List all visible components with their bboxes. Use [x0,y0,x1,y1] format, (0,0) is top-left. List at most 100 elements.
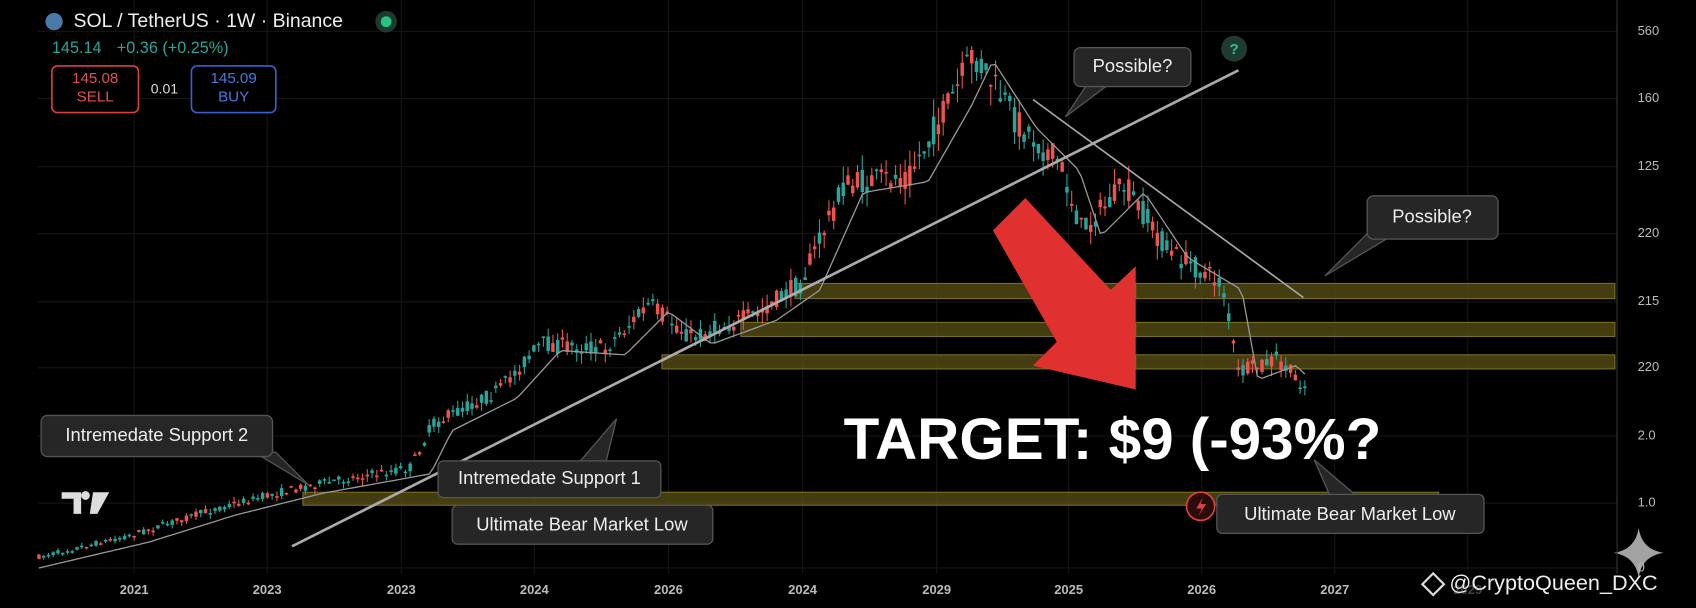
candle [75,547,79,550]
candle [627,325,631,328]
candle [1112,184,1117,201]
candle [1079,217,1083,220]
x-axis-label: 2023 [253,582,282,597]
candle [441,421,446,423]
candle [370,470,374,474]
sparkle [1613,527,1664,578]
question-badge [1221,35,1248,62]
candle [693,337,698,341]
candle [456,408,460,416]
candle [170,520,174,525]
candle [70,551,74,553]
candle [337,476,341,480]
candle [246,502,251,505]
candle [227,503,232,508]
candle [413,454,417,456]
candle [870,175,874,187]
candle [965,54,969,57]
candle [603,349,608,354]
candle [898,178,903,188]
candle [541,336,546,339]
candle [1279,361,1283,371]
candle [241,498,246,503]
buy-button[interactable] [190,65,277,114]
callout-text: Ultimate Bear Market Low [476,514,688,535]
candle [80,545,84,548]
x-axis-label: 2029 [1453,582,1482,597]
candle [784,289,788,299]
candle [179,520,184,523]
candle [803,277,807,281]
candle [1265,359,1269,366]
candle [1093,221,1098,227]
candle [1298,387,1302,390]
candle [836,187,841,202]
candle [251,496,255,499]
candle [1117,178,1122,185]
candle [812,246,817,250]
candle [741,310,746,321]
candle [1160,231,1164,251]
candle [536,343,541,346]
candle [384,474,389,477]
sell-button[interactable] [51,65,140,114]
candle [955,84,960,86]
candle [632,316,636,323]
callout-text: Possible? [1392,205,1472,226]
candle [113,538,117,542]
candle [175,518,179,521]
candle [827,210,831,216]
candle [151,530,155,533]
candle [1236,367,1240,370]
candle [641,307,646,314]
watermark-icon [1420,571,1446,597]
candle [546,336,550,351]
candle [332,479,336,482]
candle [1250,360,1255,364]
alert-bolt [1196,497,1207,517]
x-axis-label: 2026 [654,582,683,597]
candle [912,166,917,169]
candle [294,489,298,493]
callout-text: Intremedate Support 1 [458,467,641,488]
candle [213,508,217,511]
candle [713,320,717,333]
candle [41,555,46,558]
symbol-title: SOL / TetherUS · 1W · Binance [74,10,343,32]
candle [308,484,312,487]
candle [970,49,974,64]
candle [646,302,650,305]
candle [893,174,898,179]
candle [851,185,855,194]
candle [1136,200,1141,211]
zone [1135,321,1616,337]
candle [1108,197,1112,208]
candle [917,154,922,157]
candle [927,141,931,148]
candle [1174,247,1179,249]
candle [527,355,531,360]
candle [817,232,822,244]
candle [808,253,812,265]
candle [165,523,170,526]
candle [208,513,212,515]
candle [417,452,422,455]
candle [1155,232,1160,246]
candle [979,58,983,74]
candle [51,552,55,556]
callout-text: Intremedate Support 2 [65,424,248,445]
candle [298,484,303,489]
callout: Possible? [1064,46,1192,118]
buy-price: 145.09 [211,70,257,87]
candle [751,311,755,313]
candle [141,529,146,535]
candle [589,341,593,354]
candle [1141,201,1145,225]
candle [351,476,355,478]
y-axis-label: 160 [1638,90,1660,105]
candle [232,501,236,504]
candle [1207,266,1212,269]
candle [403,471,408,474]
callout-text: Ultimate Bear Market Low [1244,503,1456,524]
